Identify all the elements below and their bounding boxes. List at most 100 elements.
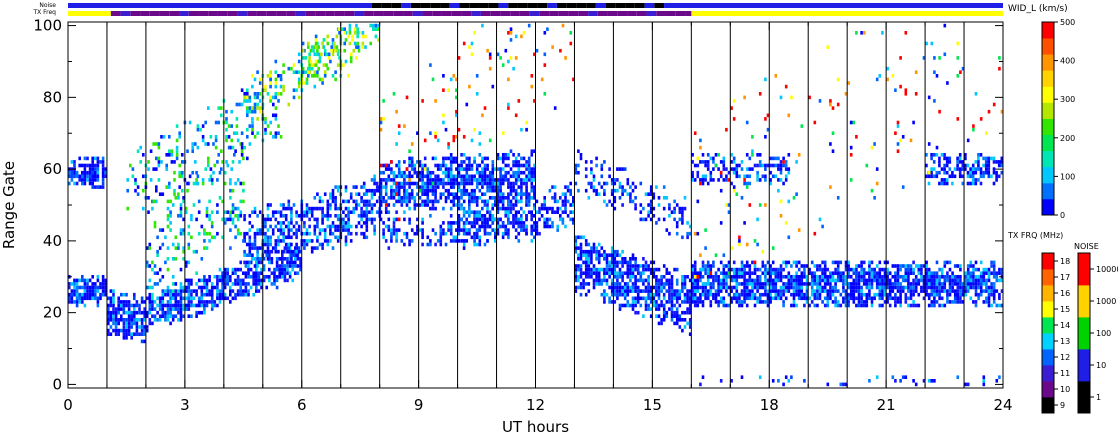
echo-cell: [556, 199, 559, 204]
echo-cell: [543, 92, 547, 96]
echo-cell: [600, 292, 604, 297]
echo-cell: [216, 275, 219, 279]
echo-cell: [753, 271, 757, 275]
echo-cell: [525, 196, 528, 200]
echo-cell: [706, 282, 710, 286]
echo-cell: [610, 203, 614, 207]
echo-cell: [577, 285, 580, 290]
echo-cell: [982, 275, 986, 279]
txfreq-strip-segment: [691, 11, 1003, 16]
echo-cell: [730, 278, 733, 283]
echo-cell: [681, 285, 684, 290]
echo-cell: [1000, 271, 1004, 275]
echo-cell: [990, 156, 993, 161]
echo-cell: [668, 214, 671, 218]
echo-cell: [533, 206, 536, 211]
echo-cell: [158, 296, 162, 301]
echo-cell: [184, 264, 188, 268]
echo-cell: [927, 271, 931, 275]
echo-cell: [143, 310, 146, 315]
echo-cell: [94, 156, 97, 161]
echo-cell: [891, 375, 895, 379]
echo-cell: [956, 160, 959, 164]
echo-cell: [475, 170, 479, 175]
echo-cell: [574, 163, 578, 168]
echo-cell: [457, 163, 461, 168]
echo-cell: [470, 163, 474, 168]
echo-cell: [761, 285, 765, 290]
echo-cell: [488, 188, 492, 193]
echo-cell: [943, 167, 946, 171]
echo-cell: [784, 160, 788, 164]
echo-cell: [423, 174, 427, 179]
echo-cell: [779, 199, 783, 204]
echo-cell: [717, 289, 720, 293]
echo-cell: [753, 163, 757, 168]
echo-cell: [216, 210, 219, 214]
echo-cell: [491, 170, 495, 175]
echo-cell: [253, 92, 257, 96]
echo-cell: [613, 285, 617, 290]
echo-cell: [169, 221, 172, 225]
echo-cell: [284, 214, 288, 218]
echo-cell: [995, 303, 999, 308]
echo-cell: [208, 199, 211, 204]
echo-cell: [334, 70, 337, 74]
echo-cell: [873, 271, 876, 275]
echo-cell: [139, 160, 142, 164]
echo-cell: [470, 188, 474, 193]
echo-cell: [395, 228, 398, 232]
echo-cell: [413, 167, 417, 171]
echo-cell: [738, 271, 741, 275]
echo-cell: [779, 95, 783, 100]
echo-cell: [719, 278, 723, 283]
echo-cell: [987, 167, 991, 171]
echo-cell: [379, 178, 383, 182]
echo-cell: [247, 264, 250, 268]
echo-cell: [120, 307, 123, 311]
echo-cell: [732, 275, 736, 279]
echo-cell: [660, 282, 663, 286]
echo-cell: [387, 228, 391, 232]
echo-cell: [836, 77, 840, 82]
echo-cell: [743, 271, 746, 275]
echo-cell: [449, 206, 453, 211]
echo-cell: [579, 275, 583, 279]
echo-cell: [693, 296, 697, 301]
echo-cell: [91, 167, 94, 171]
echo-cell: [730, 285, 733, 290]
echo-cell: [352, 210, 356, 214]
echo-cell: [636, 292, 640, 297]
echo-cell: [274, 131, 278, 135]
echo-cell: [816, 303, 819, 308]
echo-cell: [938, 303, 941, 308]
echo-cell: [347, 34, 350, 39]
echo-cell: [321, 206, 324, 211]
echo-cell: [818, 289, 822, 293]
echo-cell: [436, 174, 440, 179]
echo-cell: [220, 106, 223, 110]
echo-cell: [693, 271, 697, 275]
echo-cell: [256, 231, 259, 236]
txfreq-strip-segment: [403, 11, 413, 16]
echo-cell: [191, 145, 194, 150]
echo-cell: [209, 174, 213, 179]
echo-cell: [649, 199, 653, 204]
echo-cell: [392, 192, 396, 196]
echo-cell: [491, 196, 494, 200]
txfreq-strip-segment: [208, 11, 218, 16]
echo-cell: [987, 267, 991, 272]
echo-cell: [652, 285, 656, 290]
echo-cell: [774, 289, 778, 293]
echo-cell: [899, 289, 902, 293]
echo-cell: [522, 181, 526, 186]
echo-cell: [373, 174, 376, 179]
echo-cell: [166, 310, 170, 315]
echo-cell: [561, 210, 565, 214]
echo-cell: [187, 224, 191, 229]
echo-cell: [429, 178, 432, 182]
echo-cell: [447, 221, 450, 225]
echo-cell: [496, 206, 500, 211]
echo-cell: [75, 278, 79, 283]
echo-cell: [855, 278, 858, 283]
